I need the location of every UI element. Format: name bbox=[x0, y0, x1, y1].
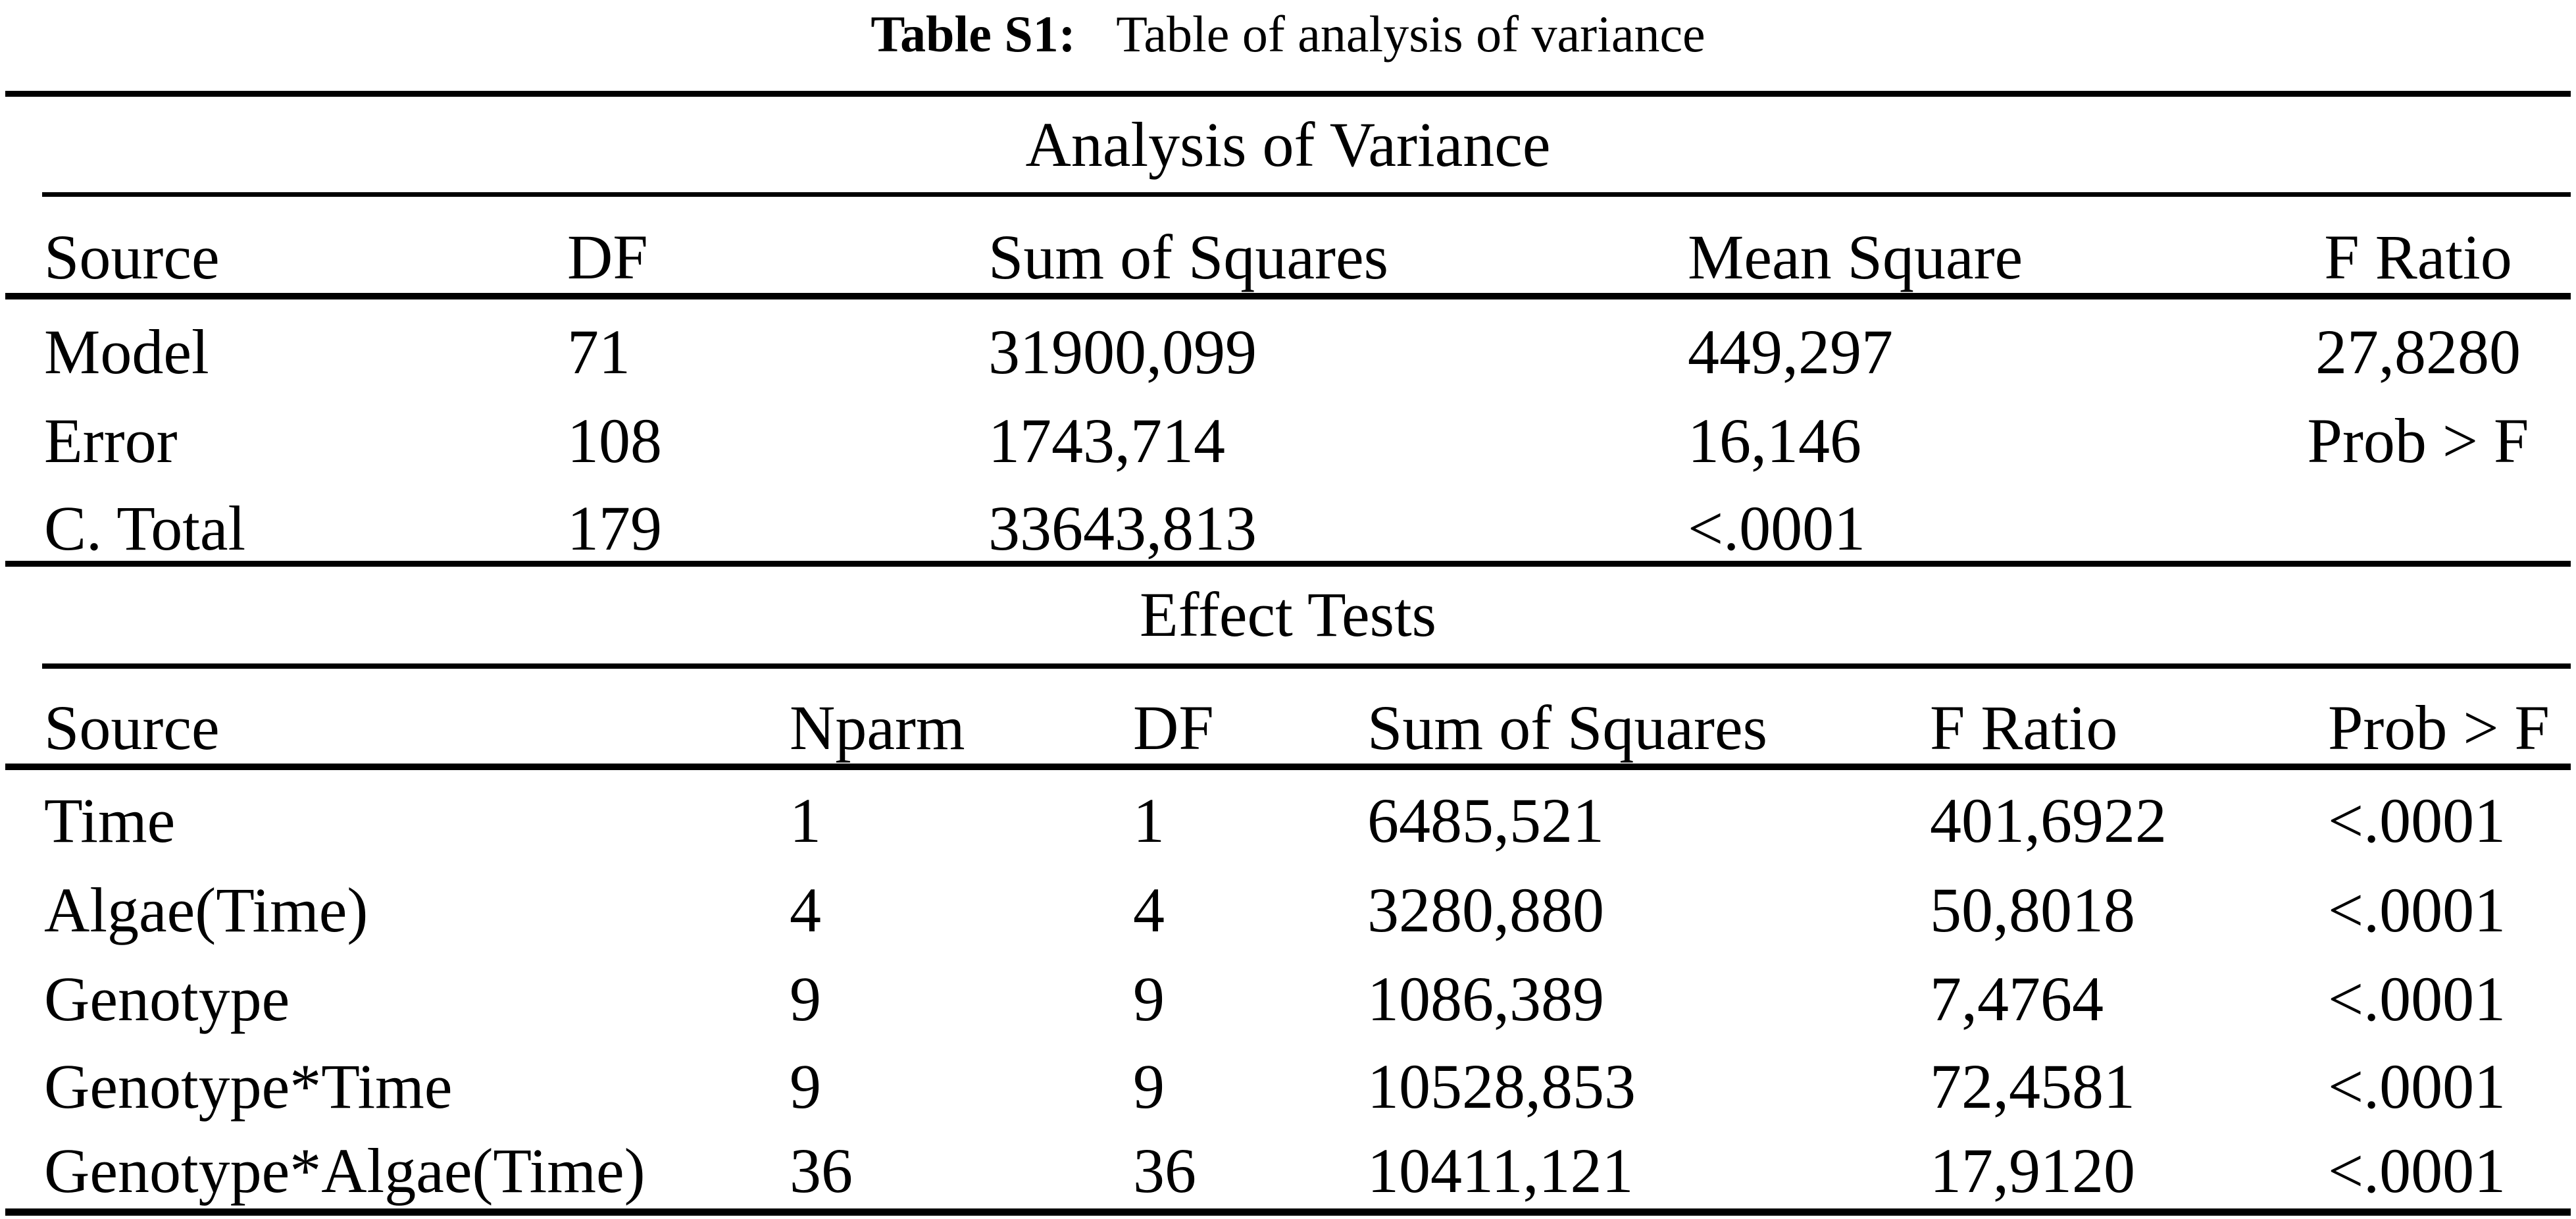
effect-time-f-ratio: 401,6922 bbox=[1930, 785, 2167, 856]
effect-genotype-time-nparm: 9 bbox=[790, 1051, 821, 1122]
anova-ctotal-sum-of-squares: 33643,813 bbox=[988, 493, 1257, 563]
effect-genotype-time-prob-f: <.0001 bbox=[2328, 1051, 2506, 1122]
anova-header-mean-square: Mean Square bbox=[1688, 222, 2023, 292]
effect-algae-nparm: 4 bbox=[790, 875, 821, 945]
anova-error-prob-label: Prob > F bbox=[2307, 405, 2529, 476]
anova-row-c-total: C. Total 179 33643,813 <.0001 bbox=[0, 488, 2576, 569]
anova-ctotal-prob-value: <.0001 bbox=[1688, 493, 1866, 563]
effect-genotype-algae-source: Genotype*Algae(Time) bbox=[44, 1135, 645, 1206]
effect-genotype-algae-sum-of-squares: 10411,121 bbox=[1367, 1135, 1634, 1206]
anova-header-sum-of-squares: Sum of Squares bbox=[988, 222, 1388, 292]
effect-genotype-time-sum-of-squares: 10528,853 bbox=[1367, 1051, 1636, 1122]
effect-time-sum-of-squares: 6485,521 bbox=[1367, 785, 1604, 856]
anova-header-df: DF bbox=[567, 222, 648, 292]
horizontal-rule-under-anova-body bbox=[5, 561, 2571, 567]
anova-row-error: Error 108 1743,714 16,146 Prob > F bbox=[0, 401, 2576, 481]
effect-genotype-time-df: 9 bbox=[1133, 1051, 1165, 1122]
anova-model-mean-square: 449,297 bbox=[1688, 317, 1893, 387]
horizontal-rule-under-effect-header bbox=[5, 764, 2571, 770]
anova-error-mean-square: 16,146 bbox=[1688, 405, 1861, 476]
effect-row-genotype-time: Genotype*Time 9 9 10528,853 72,4581 <.00… bbox=[0, 1047, 2576, 1127]
effect-algae-sum-of-squares: 3280,880 bbox=[1367, 875, 1604, 945]
effect-header-sum-of-squares: Sum of Squares bbox=[1367, 692, 1767, 763]
anova-ctotal-df: 179 bbox=[567, 493, 662, 563]
anova-section-title: Analysis of Variance bbox=[1025, 109, 1551, 180]
effect-genotype-algae-f-ratio: 17,9120 bbox=[1930, 1135, 2135, 1206]
effect-genotype-source: Genotype bbox=[44, 964, 290, 1034]
effect-genotype-algae-prob-f: <.0001 bbox=[2328, 1135, 2506, 1206]
effect-genotype-nparm: 9 bbox=[790, 964, 821, 1034]
effect-header-df: DF bbox=[1133, 692, 1214, 763]
horizontal-rule-under-anova-header bbox=[5, 293, 2571, 299]
effect-genotype-algae-nparm: 36 bbox=[790, 1135, 853, 1206]
effect-genotype-prob-f: <.0001 bbox=[2328, 964, 2506, 1034]
anova-model-df: 71 bbox=[567, 317, 630, 387]
horizontal-rule-top bbox=[5, 91, 2571, 97]
effect-genotype-df: 9 bbox=[1133, 964, 1165, 1034]
effect-time-df: 1 bbox=[1133, 785, 1165, 856]
anova-row-model: Model 71 31900,099 449,297 27,8280 bbox=[0, 312, 2576, 392]
effect-algae-source: Algae(Time) bbox=[44, 875, 368, 945]
effect-header-f-ratio: F Ratio bbox=[1930, 692, 2118, 763]
anova-model-sum-of-squares: 31900,099 bbox=[988, 317, 1257, 387]
anova-ctotal-source: C. Total bbox=[44, 493, 246, 563]
effect-header-source: Source bbox=[44, 692, 220, 763]
effect-algae-f-ratio: 50,8018 bbox=[1930, 875, 2135, 945]
effect-header-row: Source Nparm DF Sum of Squares F Ratio P… bbox=[0, 688, 2576, 768]
table-caption: Table S1: Table of analysis of variance bbox=[0, 0, 2576, 68]
effect-header-nparm: Nparm bbox=[790, 692, 965, 763]
anova-model-source: Model bbox=[44, 317, 209, 387]
table-caption-text: Table of analysis of variance bbox=[1116, 5, 1705, 63]
effect-genotype-f-ratio: 7,4764 bbox=[1930, 964, 2104, 1034]
effect-header-prob-f: Prob > F bbox=[2328, 692, 2550, 763]
effect-genotype-time-f-ratio: 72,4581 bbox=[1930, 1051, 2135, 1122]
anova-error-source: Error bbox=[44, 405, 178, 476]
anova-error-df: 108 bbox=[567, 405, 662, 476]
effect-row-algae-time: Algae(Time) 4 4 3280,880 50,8018 <.0001 bbox=[0, 870, 2576, 950]
effect-time-prob-f: <.0001 bbox=[2328, 785, 2506, 856]
effect-algae-prob-f: <.0001 bbox=[2328, 875, 2506, 945]
effect-row-time: Time 1 1 6485,521 401,6922 <.0001 bbox=[0, 781, 2576, 861]
horizontal-rule-bottom bbox=[5, 1208, 2571, 1216]
effect-time-nparm: 1 bbox=[790, 785, 821, 856]
effect-time-source: Time bbox=[44, 785, 176, 856]
anova-header-source: Source bbox=[44, 222, 220, 292]
horizontal-rule-under-effect-title bbox=[42, 663, 2571, 669]
anova-error-sum-of-squares: 1743,714 bbox=[988, 405, 1225, 476]
effect-tests-section-title: Effect Tests bbox=[1140, 579, 1436, 650]
effect-algae-df: 4 bbox=[1133, 875, 1165, 945]
horizontal-rule-under-anova-title bbox=[42, 192, 2571, 197]
effect-row-genotype: Genotype 9 9 1086,389 7,4764 <.0001 bbox=[0, 959, 2576, 1039]
anova-header-row: Source DF Sum of Squares Mean Square F R… bbox=[0, 217, 2576, 298]
effect-genotype-algae-df: 36 bbox=[1133, 1135, 1196, 1206]
effect-genotype-sum-of-squares: 1086,389 bbox=[1367, 964, 1604, 1034]
table-caption-label: Table S1: bbox=[871, 5, 1076, 63]
anova-header-f-ratio: F Ratio bbox=[2324, 222, 2512, 292]
effect-genotype-time-source: Genotype*Time bbox=[44, 1051, 453, 1122]
anova-model-f-ratio: 27,8280 bbox=[2315, 317, 2521, 387]
effect-row-genotype-algae-time: Genotype*Algae(Time) 36 36 10411,121 17,… bbox=[0, 1131, 2576, 1211]
